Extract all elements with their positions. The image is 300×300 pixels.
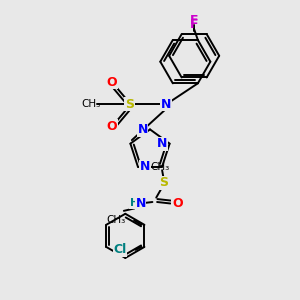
Text: CH₃: CH₃ xyxy=(150,162,170,172)
Text: N: N xyxy=(140,160,150,173)
Text: Cl: Cl xyxy=(113,243,127,256)
Text: O: O xyxy=(106,120,117,133)
Text: CH₃: CH₃ xyxy=(82,99,101,110)
Text: N: N xyxy=(161,98,171,111)
Text: S: S xyxy=(125,98,134,111)
Text: S: S xyxy=(159,176,168,189)
Text: N: N xyxy=(135,197,146,210)
Text: CH₃: CH₃ xyxy=(106,215,125,225)
Text: H: H xyxy=(130,199,139,208)
Text: O: O xyxy=(172,197,183,210)
Text: F: F xyxy=(190,14,198,27)
Text: N: N xyxy=(137,123,148,136)
Text: F: F xyxy=(190,18,198,32)
Text: O: O xyxy=(106,76,117,89)
Text: N: N xyxy=(157,137,167,150)
